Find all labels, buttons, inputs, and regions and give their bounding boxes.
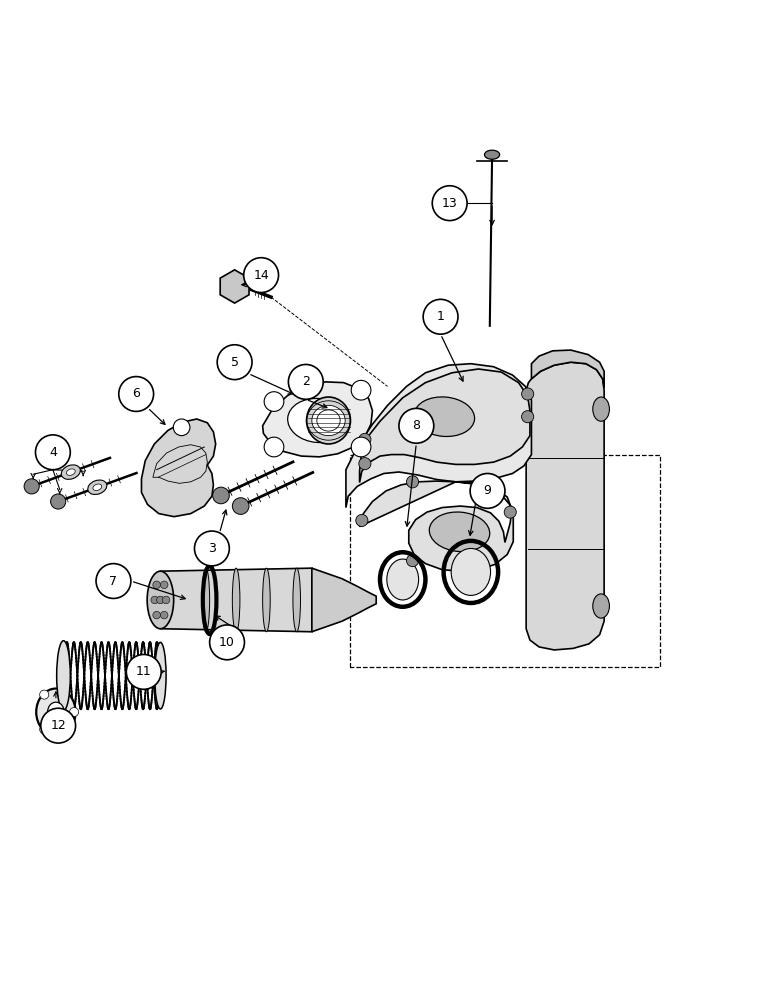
- Ellipse shape: [93, 484, 102, 491]
- Text: 1: 1: [437, 310, 445, 323]
- Text: 7: 7: [109, 575, 118, 588]
- Ellipse shape: [202, 568, 210, 632]
- Circle shape: [264, 437, 283, 457]
- Circle shape: [24, 479, 40, 494]
- Text: 14: 14: [253, 269, 269, 282]
- Circle shape: [40, 690, 49, 699]
- Circle shape: [264, 392, 283, 411]
- Circle shape: [69, 707, 78, 717]
- Ellipse shape: [147, 571, 173, 629]
- Polygon shape: [141, 419, 216, 517]
- Circle shape: [407, 476, 419, 488]
- Ellipse shape: [593, 594, 610, 618]
- Ellipse shape: [48, 702, 65, 722]
- Polygon shape: [346, 364, 531, 508]
- Text: 6: 6: [132, 387, 140, 400]
- Circle shape: [160, 611, 168, 619]
- Circle shape: [217, 345, 252, 380]
- Text: 5: 5: [230, 356, 239, 369]
- Circle shape: [504, 506, 516, 518]
- Circle shape: [359, 458, 371, 470]
- Circle shape: [157, 596, 164, 604]
- Ellipse shape: [414, 397, 474, 436]
- Circle shape: [233, 498, 249, 514]
- Circle shape: [40, 725, 49, 734]
- Ellipse shape: [263, 568, 271, 632]
- Circle shape: [96, 564, 131, 598]
- Ellipse shape: [429, 512, 489, 552]
- Circle shape: [521, 411, 534, 423]
- Text: 13: 13: [442, 197, 458, 210]
- Circle shape: [213, 487, 230, 504]
- Polygon shape: [359, 369, 530, 483]
- Ellipse shape: [484, 150, 499, 159]
- Circle shape: [41, 708, 75, 743]
- Text: 12: 12: [50, 719, 66, 732]
- Ellipse shape: [306, 397, 350, 444]
- Text: 3: 3: [208, 542, 216, 555]
- Circle shape: [195, 531, 230, 566]
- Text: 8: 8: [413, 419, 420, 432]
- Circle shape: [160, 581, 168, 589]
- Circle shape: [423, 299, 458, 334]
- Circle shape: [210, 625, 245, 660]
- Circle shape: [288, 364, 323, 399]
- Text: 11: 11: [136, 665, 152, 678]
- Ellipse shape: [62, 465, 81, 479]
- Circle shape: [356, 514, 368, 527]
- Text: 10: 10: [219, 636, 235, 649]
- Circle shape: [470, 473, 505, 508]
- Ellipse shape: [312, 405, 345, 436]
- Circle shape: [399, 408, 434, 443]
- Polygon shape: [531, 350, 604, 388]
- Circle shape: [163, 596, 170, 604]
- Ellipse shape: [57, 641, 70, 711]
- Ellipse shape: [155, 642, 166, 709]
- Ellipse shape: [293, 568, 300, 632]
- Circle shape: [51, 494, 66, 509]
- Ellipse shape: [36, 689, 75, 735]
- Polygon shape: [526, 362, 604, 650]
- Ellipse shape: [593, 397, 610, 421]
- Circle shape: [36, 435, 70, 470]
- Ellipse shape: [288, 398, 348, 443]
- Circle shape: [119, 377, 154, 411]
- Circle shape: [153, 611, 160, 619]
- Circle shape: [173, 419, 190, 436]
- Ellipse shape: [87, 480, 107, 495]
- Polygon shape: [359, 481, 513, 571]
- Text: 4: 4: [49, 446, 57, 459]
- Ellipse shape: [317, 410, 340, 431]
- Circle shape: [351, 437, 371, 457]
- Ellipse shape: [233, 568, 240, 632]
- Circle shape: [521, 388, 534, 400]
- Circle shape: [151, 596, 159, 604]
- Ellipse shape: [387, 559, 419, 600]
- Text: 9: 9: [483, 484, 492, 497]
- Polygon shape: [220, 270, 249, 303]
- Circle shape: [244, 258, 278, 293]
- Text: 2: 2: [302, 375, 310, 388]
- Polygon shape: [160, 568, 312, 632]
- Ellipse shape: [66, 469, 75, 475]
- Circle shape: [432, 186, 467, 221]
- Circle shape: [126, 654, 161, 689]
- Circle shape: [359, 433, 371, 445]
- Circle shape: [351, 380, 371, 400]
- Ellipse shape: [451, 548, 490, 595]
- Polygon shape: [263, 382, 372, 457]
- Circle shape: [153, 581, 160, 589]
- Circle shape: [407, 555, 419, 567]
- Polygon shape: [312, 568, 376, 632]
